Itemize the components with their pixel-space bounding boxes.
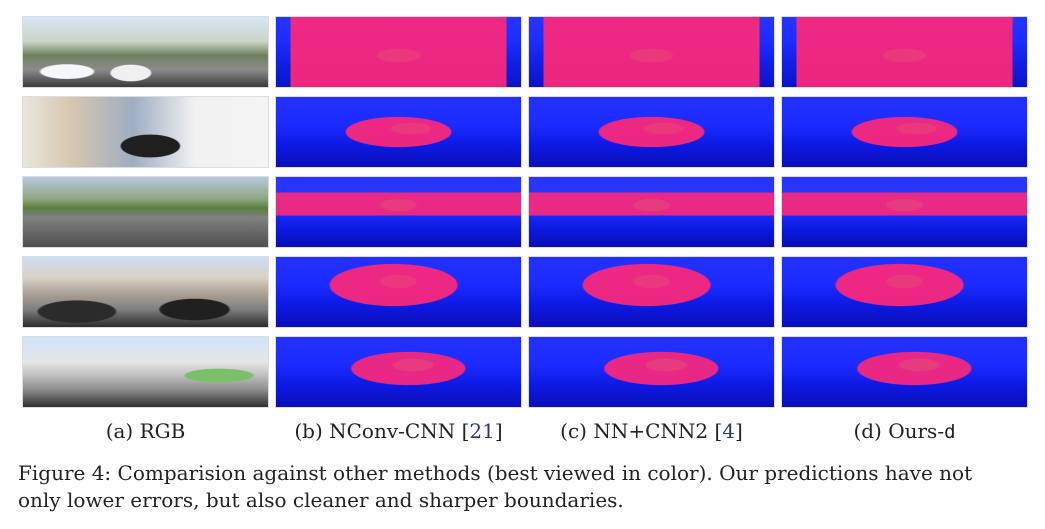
rgb-image-row-2 bbox=[22, 96, 269, 168]
nn-cnn2-depth-row-4 bbox=[528, 256, 775, 328]
nconv-cnn-depth-row-5 bbox=[275, 336, 522, 408]
caption-a-prefix: (a) bbox=[105, 419, 140, 443]
caption-d-mono: d bbox=[944, 421, 956, 443]
rgb-image-row-3 bbox=[22, 176, 269, 248]
caption-d-label: Ours- bbox=[888, 419, 945, 443]
caption-a-label: RGB bbox=[139, 419, 186, 443]
column-captions: (a) RGB (b) NConv-CNN [21] (c) NN+CNN2 [… bbox=[22, 417, 1028, 446]
caption-a: (a) RGB bbox=[22, 417, 269, 446]
image-grid bbox=[22, 16, 1028, 408]
nn-cnn2-depth-row-1 bbox=[528, 16, 775, 88]
caption-b-prefix: (b) bbox=[294, 419, 330, 443]
caption-c-ref: 4 bbox=[722, 419, 736, 443]
caption-c: (c) NN+CNN2 [4] bbox=[528, 417, 775, 446]
caption-c-open-bracket: [ bbox=[714, 419, 723, 443]
nconv-cnn-depth-row-2 bbox=[275, 96, 522, 168]
nn-cnn2-depth-row-2 bbox=[528, 96, 775, 168]
ours-d-depth-row-4 bbox=[781, 256, 1028, 328]
rgb-image-row-1 bbox=[22, 16, 269, 88]
figure-caption: Figure 4: Comparision against other meth… bbox=[18, 461, 973, 512]
ours-d-depth-row-2 bbox=[781, 96, 1028, 168]
ours-d-depth-row-3 bbox=[781, 176, 1028, 248]
caption-c-label: NN+CNN2 bbox=[593, 419, 715, 443]
caption-b-open-bracket: [ bbox=[461, 419, 470, 443]
rgb-image-row-5 bbox=[22, 336, 269, 408]
caption-d-prefix: (d) bbox=[853, 419, 889, 443]
caption-b-ref: 21 bbox=[469, 419, 495, 443]
nconv-cnn-depth-row-3 bbox=[275, 176, 522, 248]
nn-cnn2-depth-row-5 bbox=[528, 336, 775, 408]
ours-d-depth-row-1 bbox=[781, 16, 1028, 88]
ours-d-depth-row-5 bbox=[781, 336, 1028, 408]
rgb-image-row-4 bbox=[22, 256, 269, 328]
caption-b-label: NConv-CNN bbox=[329, 419, 462, 443]
caption-c-prefix: (c) bbox=[560, 419, 594, 443]
caption-b: (b) NConv-CNN [21] bbox=[275, 417, 522, 446]
nn-cnn2-depth-row-3 bbox=[528, 176, 775, 248]
nconv-cnn-depth-row-4 bbox=[275, 256, 522, 328]
caption-b-suffix: ] bbox=[494, 419, 503, 443]
caption-d: (d) Ours-d bbox=[781, 417, 1028, 446]
nconv-cnn-depth-row-1 bbox=[275, 16, 522, 88]
caption-c-suffix: ] bbox=[735, 419, 743, 443]
